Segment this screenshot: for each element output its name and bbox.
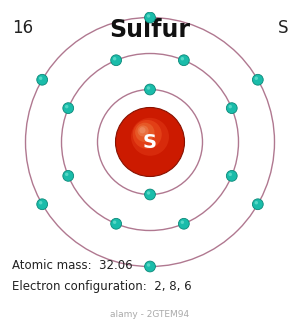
- Circle shape: [147, 191, 150, 195]
- Text: Electron configuration:  2, 8, 6: Electron configuration: 2, 8, 6: [12, 280, 192, 293]
- Text: Atomic mass:  32.06: Atomic mass: 32.06: [12, 259, 133, 272]
- Circle shape: [39, 201, 42, 204]
- Circle shape: [255, 77, 258, 80]
- Circle shape: [133, 120, 162, 149]
- Circle shape: [37, 74, 48, 85]
- Text: Sulfur: Sulfur: [110, 18, 190, 42]
- Circle shape: [178, 218, 189, 229]
- Circle shape: [145, 261, 155, 272]
- Circle shape: [116, 108, 184, 176]
- Circle shape: [111, 55, 122, 66]
- Circle shape: [229, 105, 232, 108]
- Circle shape: [147, 86, 150, 90]
- Text: 16: 16: [12, 19, 33, 37]
- Circle shape: [178, 55, 189, 66]
- Circle shape: [111, 218, 122, 229]
- Circle shape: [65, 105, 68, 108]
- Text: S: S: [143, 132, 157, 151]
- Circle shape: [113, 221, 116, 224]
- Circle shape: [65, 172, 68, 176]
- Circle shape: [181, 57, 184, 60]
- Circle shape: [252, 199, 263, 210]
- Circle shape: [135, 123, 154, 142]
- Circle shape: [131, 118, 169, 156]
- Circle shape: [138, 125, 148, 137]
- Circle shape: [63, 103, 74, 113]
- Text: S: S: [278, 19, 288, 37]
- Circle shape: [145, 12, 155, 23]
- Circle shape: [39, 77, 42, 80]
- Circle shape: [226, 171, 237, 181]
- Circle shape: [145, 84, 155, 95]
- Circle shape: [229, 172, 232, 176]
- Circle shape: [147, 263, 150, 267]
- Circle shape: [255, 201, 258, 204]
- Circle shape: [147, 14, 150, 18]
- Circle shape: [139, 127, 146, 133]
- Circle shape: [145, 189, 155, 200]
- Circle shape: [63, 171, 74, 181]
- Circle shape: [226, 103, 237, 113]
- Circle shape: [252, 74, 263, 85]
- Circle shape: [37, 199, 48, 210]
- Circle shape: [113, 57, 116, 60]
- Text: alamy - 2GTEM94: alamy - 2GTEM94: [110, 310, 190, 319]
- Circle shape: [181, 221, 184, 224]
